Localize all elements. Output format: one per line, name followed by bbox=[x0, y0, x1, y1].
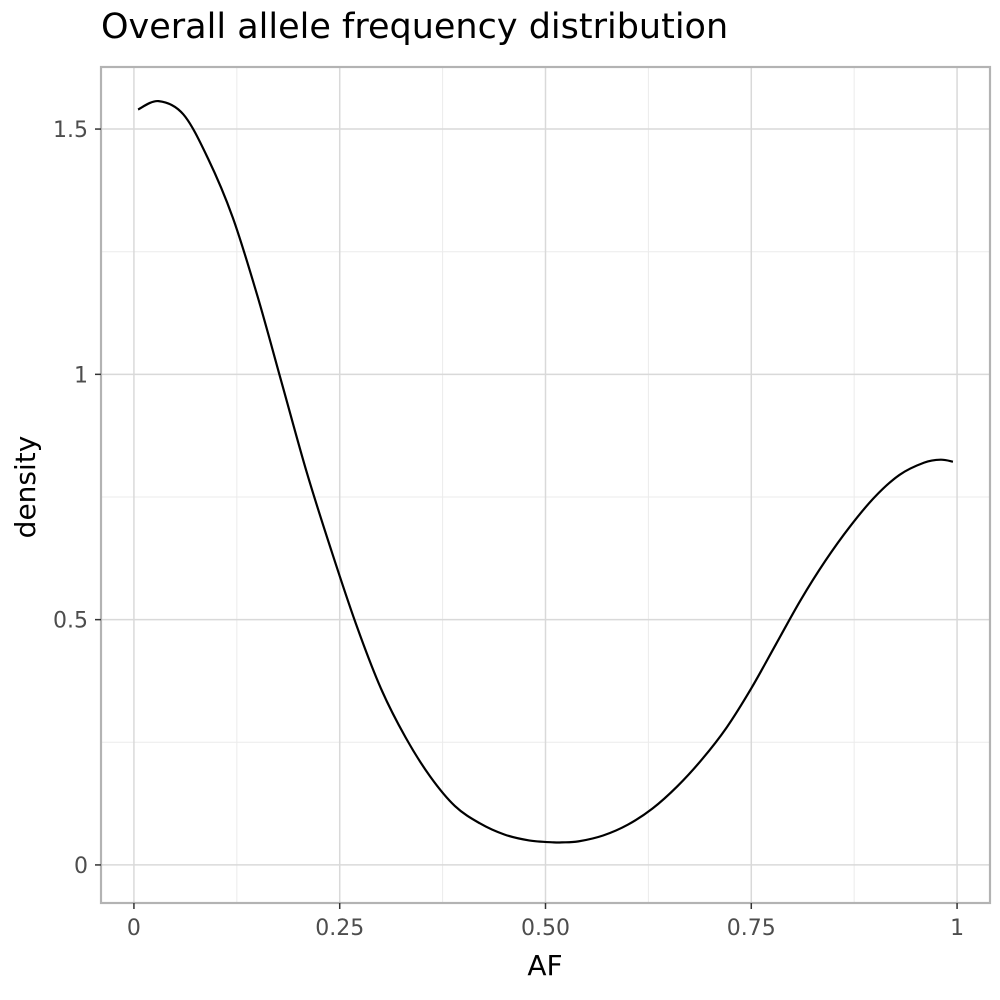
y-axis-title: density bbox=[9, 436, 42, 539]
x-tick-label: 1 bbox=[950, 916, 964, 941]
x-tick-label: 0 bbox=[127, 916, 141, 941]
x-axis-ticks: 0 0.25 0.50 0.75 1 bbox=[127, 903, 964, 941]
x-tick-label: 0.75 bbox=[727, 916, 776, 941]
y-tick-label: 1.5 bbox=[53, 118, 88, 143]
density-line bbox=[137, 99, 954, 844]
y-tick-label: 0.5 bbox=[53, 609, 88, 634]
x-tick-label: 0.25 bbox=[315, 916, 364, 941]
chart-title: Overall allele frequency distribution bbox=[101, 7, 728, 47]
major-gridlines bbox=[101, 67, 990, 903]
y-tick-label: 0 bbox=[74, 854, 88, 879]
y-axis-ticks: 0 0.5 1 1.5 bbox=[53, 118, 101, 879]
x-axis-title: AF bbox=[527, 949, 562, 982]
y-tick-label: 1 bbox=[74, 363, 88, 388]
x-tick-label: 0.50 bbox=[521, 916, 570, 941]
